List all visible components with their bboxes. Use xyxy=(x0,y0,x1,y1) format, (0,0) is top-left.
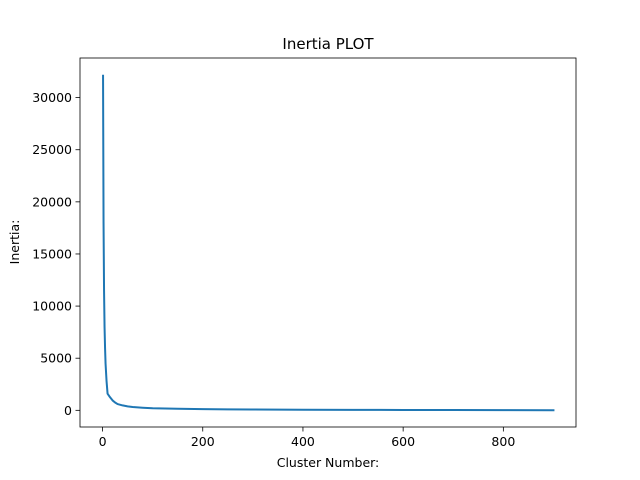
plot-background xyxy=(80,58,576,427)
axes-frame xyxy=(79,57,577,428)
y-tick-label: 5000 xyxy=(40,351,72,366)
y-tick-label: 10000 xyxy=(32,299,72,314)
chart-title: Inertia PLOT xyxy=(282,35,374,53)
x-axis-ticks: 0 200 400 600 800 xyxy=(99,427,515,449)
y-axis-ticks: 0 5000 10000 15000 20000 25000 30000 xyxy=(32,90,80,418)
series-line-0 xyxy=(102,74,555,412)
x-tick-label: 400 xyxy=(291,434,315,449)
y-tick-label: 0 xyxy=(64,403,72,418)
plot-area xyxy=(80,58,576,427)
y-tick-label: 15000 xyxy=(32,246,72,261)
y-tick-label: 20000 xyxy=(32,194,72,209)
x-tick-label: 800 xyxy=(491,434,515,449)
x-tick-label: 200 xyxy=(191,434,215,449)
y-axis-title: Inertia: xyxy=(7,220,22,265)
x-tick-label: 0 xyxy=(99,434,107,449)
y-tick-label: 30000 xyxy=(32,90,72,105)
x-axis-title: Cluster Number: xyxy=(277,455,380,470)
x-tick-label: 600 xyxy=(391,434,415,449)
y-tick-label: 25000 xyxy=(32,142,72,157)
series-layer xyxy=(102,74,555,412)
